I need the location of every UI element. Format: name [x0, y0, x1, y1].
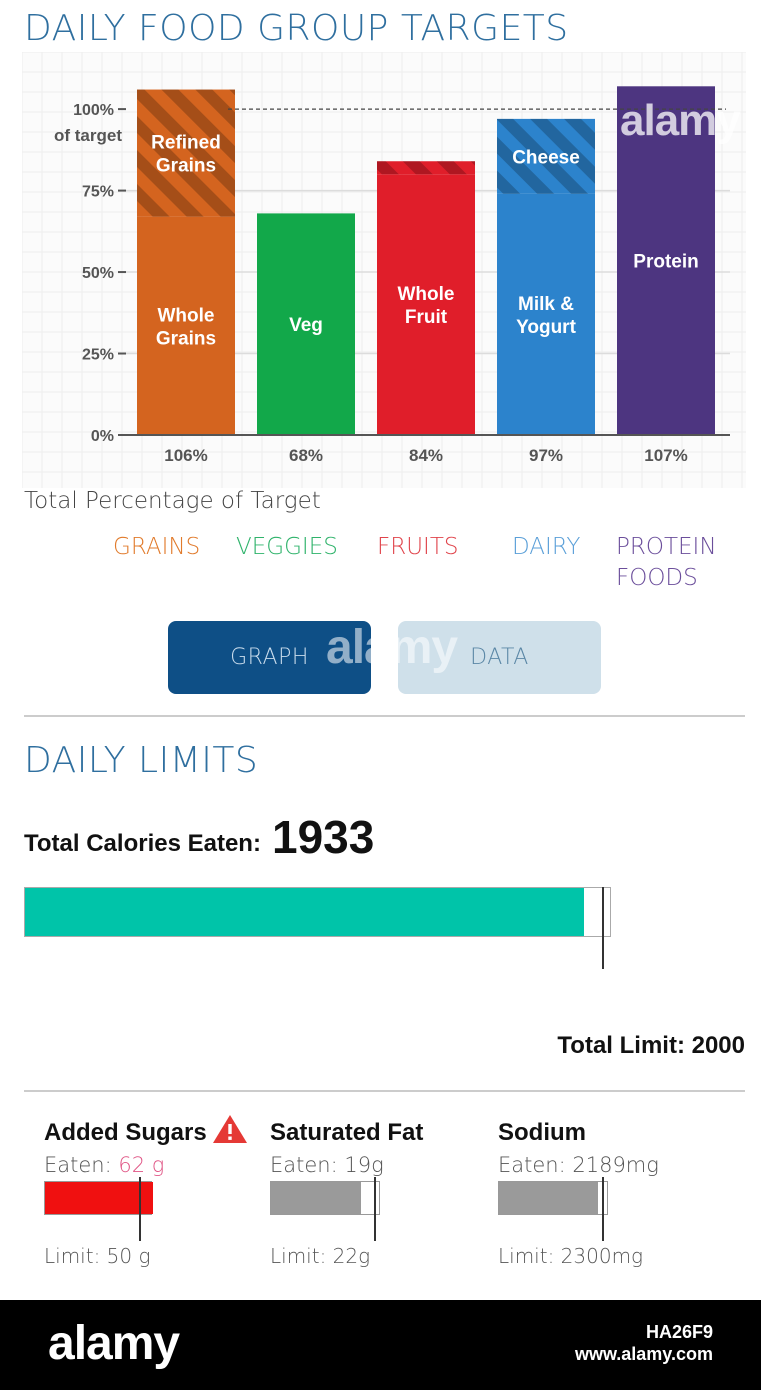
legend-dairy: DAIRY — [512, 532, 580, 563]
bar-segment-label: Fruit — [405, 307, 448, 328]
nutrient-limit-marker — [139, 1177, 142, 1241]
eaten-value: 19g — [344, 1153, 384, 1177]
bar-segment-label: Whole — [398, 284, 455, 305]
legend-veggies-label: VEGGIES — [236, 534, 338, 560]
bar-segment-label: Protein — [633, 252, 698, 273]
nutrient-limit-marker — [374, 1177, 376, 1241]
legend-protein: PROTEIN FOODS — [616, 532, 736, 594]
total-calorie-limit: Total Limit: 2000 — [557, 1032, 745, 1059]
bar-segment-label: Veg — [289, 315, 323, 336]
warning-icon — [213, 1115, 247, 1143]
stock-footer: alamy HA26F9 www.alamy.com — [0, 1300, 761, 1390]
section-divider — [24, 715, 745, 717]
bar-segment-hatch — [497, 118, 595, 194]
bar-segment-label: Milk & — [518, 294, 574, 315]
bar-segment — [137, 216, 235, 435]
bar-segment-label: Refined — [151, 133, 221, 154]
bar-segment — [257, 213, 355, 435]
eaten-value: 2189mg — [572, 1153, 659, 1177]
calorie-progress-bar — [24, 887, 611, 937]
bar-segment-hatch — [377, 161, 475, 175]
graph-view-button[interactable]: GRAPH — [168, 621, 371, 694]
y-tick-label: 100% — [73, 102, 114, 119]
legend-grains: GRAINS — [113, 532, 200, 563]
eaten-prefix: Eaten: — [498, 1153, 573, 1177]
nutrient-name: Saturated Fat — [270, 1119, 424, 1146]
nutrient-bar-fill — [271, 1182, 361, 1214]
eaten-prefix: Eaten: — [44, 1153, 119, 1177]
nutrient-limit: Limit: 50 g — [44, 1244, 151, 1268]
bar-segment — [377, 174, 475, 435]
calories-label: Total Calories Eaten: — [24, 830, 261, 857]
y-target-label: of target — [54, 126, 122, 145]
nutrient-name: Added Sugars — [44, 1119, 207, 1146]
bar-value-label: 97% — [529, 446, 563, 465]
y-tick-label: 50% — [82, 265, 114, 282]
bar-segment — [617, 86, 715, 435]
nutrient-bar-fill — [499, 1182, 598, 1214]
bar-segment-label: Cheese — [512, 147, 580, 168]
nutrient-limit-marker — [602, 1177, 604, 1241]
bar-segment-label: Yogurt — [516, 317, 576, 338]
eaten-value: 62 g — [118, 1153, 165, 1177]
bar-value-label: 106% — [164, 446, 207, 465]
bar-segment-label: Grains — [156, 156, 216, 177]
data-view-button[interactable]: DATA — [398, 621, 601, 694]
bar-value-label: 68% — [289, 446, 323, 465]
legend-veggies: VEGGIES — [236, 532, 338, 563]
nutrient-bar — [44, 1181, 153, 1215]
nutrient-bar — [498, 1181, 608, 1215]
y-tick-label: 0% — [91, 428, 114, 445]
nutrient-eaten: Eaten: 2189mg — [498, 1153, 659, 1177]
legend-grains-label: GRAINS — [113, 534, 201, 560]
bar-value-label: 107% — [644, 446, 687, 465]
bar-segment-hatch — [137, 89, 235, 217]
nutrient-eaten: Eaten: 19g — [270, 1153, 384, 1177]
legend-dairy-label: DAIRY — [512, 534, 581, 560]
calories-value: 1933 — [272, 811, 375, 863]
food-targets-chart: Whole Grains Refined Grains Veg Whole Fruit Mil… — [22, 52, 746, 488]
legend-fruits-label: FRUITS — [377, 534, 459, 560]
daily-limits-title: DAILY LIMITS — [24, 740, 259, 781]
bar-segment-label: Whole — [158, 305, 215, 326]
nutrient-eaten: Eaten: 62 g — [44, 1153, 164, 1177]
y-tick-label: 25% — [82, 347, 114, 364]
bar-value-label: 84% — [409, 446, 443, 465]
footer-image-id: HA26F9 — [645, 1322, 713, 1342]
footer-url: www.alamy.com — [574, 1344, 713, 1364]
calorie-progress-fill — [25, 888, 584, 936]
footer-logo: alamy — [48, 1317, 180, 1370]
y-tick-label: 75% — [82, 184, 114, 201]
legend-fruits: FRUITS — [377, 532, 458, 563]
nutrient-bar — [270, 1181, 380, 1215]
chart-svg: WholeGrainsRefinedGrainsVegWholeFruitMil… — [22, 52, 746, 488]
food-targets-title: DAILY FOOD GROUP TARGETS — [24, 8, 569, 49]
nutrient-limit: Limit: 22g — [270, 1244, 371, 1268]
nutrient-name: Sodium — [498, 1119, 586, 1146]
nutrient-limit: Limit: 2300mg — [498, 1244, 644, 1268]
calorie-limit-marker — [602, 887, 604, 969]
nutrient-bar-fill — [45, 1182, 153, 1214]
bar-segment — [497, 193, 595, 435]
eaten-prefix: Eaten: — [270, 1153, 345, 1177]
limits-divider — [24, 1090, 745, 1092]
legend-protein-label: PROTEIN FOODS — [616, 534, 717, 591]
bar-segment-label: Grains — [156, 328, 216, 349]
chart-caption: Total Percentage of Target — [24, 488, 321, 514]
